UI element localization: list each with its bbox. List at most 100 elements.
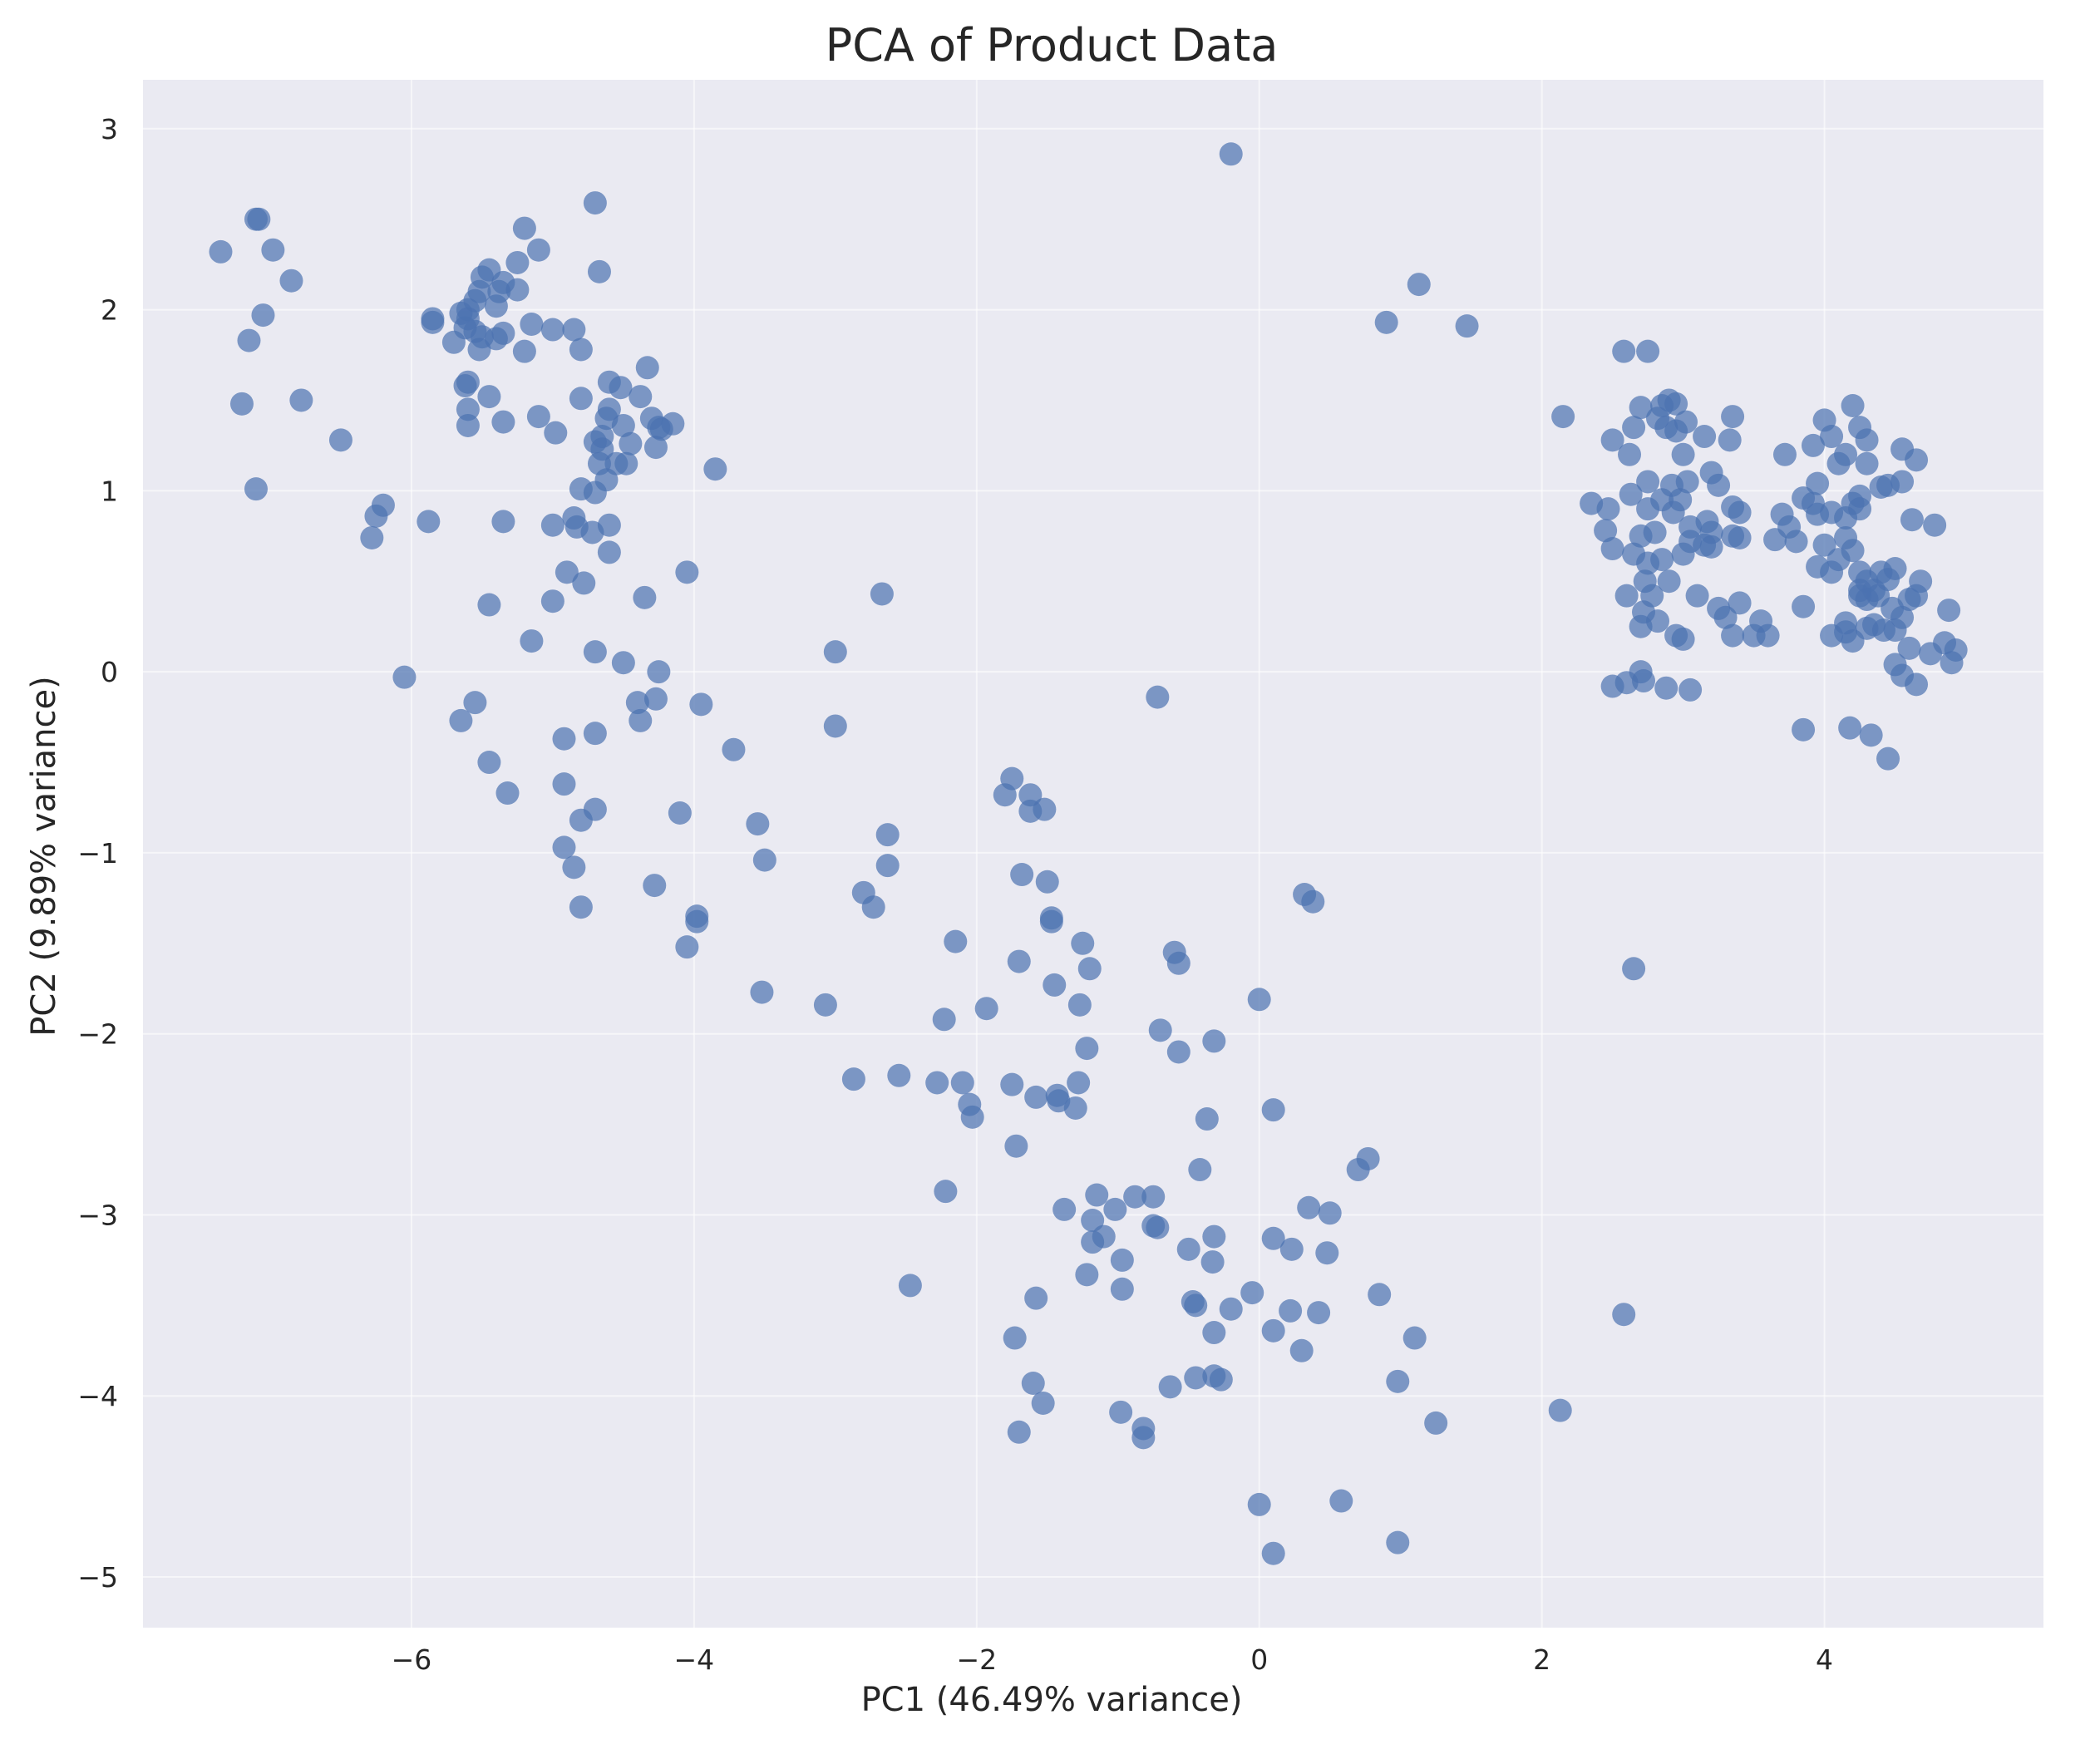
data-point bbox=[1202, 1224, 1226, 1249]
data-point bbox=[1307, 1301, 1331, 1325]
data-point bbox=[456, 413, 480, 437]
data-point bbox=[1657, 569, 1681, 594]
data-point bbox=[1600, 537, 1624, 561]
data-point bbox=[1000, 766, 1024, 791]
data-point bbox=[752, 848, 776, 872]
y-tick-label: −3 bbox=[77, 1199, 118, 1231]
data-point bbox=[1021, 1372, 1045, 1395]
data-point bbox=[1940, 651, 1964, 675]
data-point bbox=[279, 269, 303, 293]
chart-title: PCA of Product Data bbox=[826, 19, 1279, 71]
data-point bbox=[934, 1180, 958, 1204]
data-point bbox=[1650, 548, 1674, 572]
data-point bbox=[1184, 1293, 1208, 1318]
data-point bbox=[1219, 142, 1243, 166]
data-point bbox=[1386, 1369, 1410, 1393]
data-point bbox=[1075, 1263, 1099, 1287]
data-point bbox=[960, 1105, 984, 1129]
data-point bbox=[1407, 273, 1431, 297]
data-point bbox=[1792, 594, 1816, 618]
data-point bbox=[1033, 797, 1057, 821]
data-point bbox=[583, 797, 607, 821]
data-point bbox=[1402, 1326, 1427, 1350]
data-point bbox=[1123, 1185, 1147, 1209]
data-point bbox=[1261, 1318, 1285, 1343]
data-point bbox=[477, 593, 501, 617]
data-point bbox=[1188, 1158, 1212, 1182]
data-point bbox=[1007, 1420, 1031, 1444]
data-point bbox=[544, 421, 568, 445]
data-point bbox=[1664, 392, 1688, 416]
data-point bbox=[1158, 1375, 1182, 1399]
data-point bbox=[950, 1071, 974, 1095]
data-point bbox=[1909, 569, 1933, 594]
data-point bbox=[1834, 620, 1858, 644]
data-point bbox=[1883, 618, 1907, 643]
data-point bbox=[1131, 1426, 1156, 1450]
data-point bbox=[540, 513, 564, 537]
data-point bbox=[1622, 957, 1646, 981]
data-point bbox=[1146, 1215, 1170, 1239]
data-point bbox=[477, 385, 501, 409]
data-point bbox=[1146, 685, 1170, 709]
data-point bbox=[1596, 497, 1620, 521]
data-point bbox=[1679, 677, 1703, 702]
data-point bbox=[1770, 502, 1794, 526]
data-point bbox=[1209, 1367, 1233, 1392]
data-point bbox=[1806, 471, 1830, 495]
data-point bbox=[477, 751, 501, 775]
data-point bbox=[932, 1008, 956, 1032]
data-point bbox=[1834, 442, 1858, 466]
data-points bbox=[209, 142, 1968, 1565]
data-point bbox=[1646, 609, 1670, 633]
x-axis-ticks: −6 −4 −2 0 2 4 bbox=[392, 1643, 1833, 1676]
data-point bbox=[552, 835, 576, 860]
data-point bbox=[611, 651, 635, 675]
data-point bbox=[611, 413, 635, 437]
data-point bbox=[261, 238, 285, 262]
data-point bbox=[1043, 973, 1067, 997]
data-point bbox=[1386, 1530, 1410, 1554]
data-point bbox=[643, 687, 668, 711]
data-point bbox=[1052, 1197, 1077, 1221]
data-point bbox=[583, 191, 607, 215]
data-point bbox=[1721, 405, 1745, 429]
data-point bbox=[1923, 513, 1947, 537]
data-point bbox=[1612, 339, 1636, 363]
data-point bbox=[1838, 716, 1862, 740]
data-point bbox=[1812, 533, 1836, 557]
data-point bbox=[633, 585, 657, 609]
data-point bbox=[1848, 584, 1872, 608]
data-point bbox=[675, 935, 699, 959]
y-tick-label: 3 bbox=[101, 113, 118, 145]
data-point bbox=[456, 397, 480, 421]
data-point bbox=[1240, 1281, 1264, 1305]
x-axis-label: PC1 (46.49% variance) bbox=[861, 1681, 1243, 1719]
data-point bbox=[1110, 1248, 1134, 1272]
data-point bbox=[1200, 1250, 1225, 1274]
data-point bbox=[1600, 428, 1624, 452]
data-point bbox=[629, 385, 653, 409]
grid-lines bbox=[143, 80, 2043, 1628]
data-point bbox=[1551, 405, 1575, 429]
data-point bbox=[449, 708, 473, 732]
y-tick-label: 2 bbox=[101, 294, 118, 327]
data-point bbox=[421, 307, 445, 331]
data-point bbox=[1855, 451, 1879, 475]
y-tick-label: 0 bbox=[101, 656, 118, 688]
data-point bbox=[1707, 473, 1731, 497]
data-point bbox=[1202, 1029, 1226, 1053]
data-point bbox=[289, 388, 313, 412]
data-point bbox=[1000, 1072, 1024, 1096]
data-point bbox=[1166, 1040, 1190, 1064]
data-point bbox=[526, 238, 550, 262]
data-point bbox=[643, 874, 667, 898]
data-point bbox=[229, 392, 254, 416]
data-point bbox=[629, 708, 653, 732]
data-point bbox=[1792, 717, 1816, 742]
data-point bbox=[944, 929, 968, 953]
data-point bbox=[1900, 508, 1924, 532]
data-point bbox=[1876, 746, 1900, 771]
data-point bbox=[875, 854, 900, 878]
